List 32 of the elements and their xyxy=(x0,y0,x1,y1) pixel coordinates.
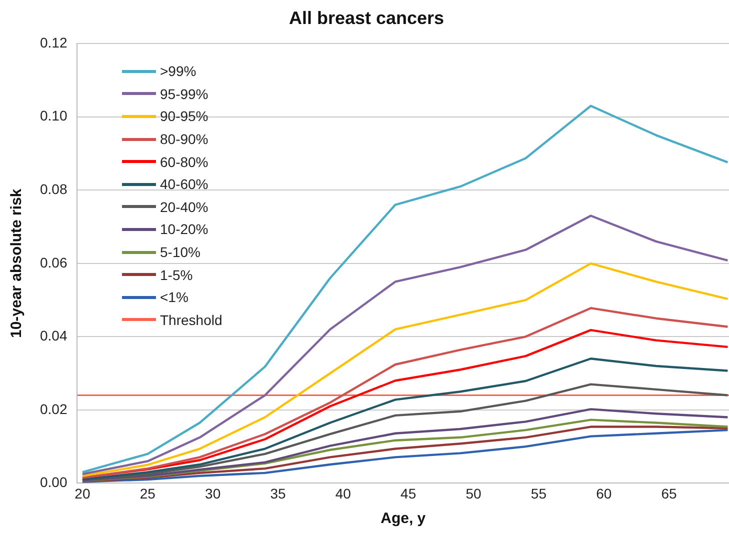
y-tick-label: 0.10 xyxy=(40,108,68,124)
x-axis-title: Age, y xyxy=(380,510,426,528)
legend-label: 1-5% xyxy=(160,266,193,283)
x-tick-label: 30 xyxy=(205,485,221,502)
x-tick-label: 20 xyxy=(74,485,90,502)
y-tick-label: 0.12 xyxy=(40,34,68,50)
legend-label: <1% xyxy=(160,289,188,306)
legend-label: 10-20% xyxy=(160,221,208,238)
x-tick-label: 45 xyxy=(400,485,416,502)
y-tick-label: 0.00 xyxy=(40,474,68,490)
legend-label: Threshold xyxy=(160,312,222,328)
x-tick-label: 60 xyxy=(596,485,612,502)
legend-label: 80-90% xyxy=(160,131,208,148)
y-tick-label: 0.04 xyxy=(40,328,68,344)
x-tick-label: 65 xyxy=(661,485,678,502)
chart-title: All breast cancers xyxy=(288,8,444,28)
x-tick-label: 35 xyxy=(270,485,286,502)
y-axis-title: 10-year absolute risk xyxy=(8,188,26,338)
legend-label: 20-40% xyxy=(160,198,208,215)
x-tick-label: 40 xyxy=(335,485,352,502)
legend-label: >99% xyxy=(160,63,196,80)
y-tick-label: 0.02 xyxy=(40,400,68,417)
y-tick-label: 0.08 xyxy=(40,180,68,197)
legend-label: 90-95% xyxy=(160,108,208,124)
legend-label: 40-60% xyxy=(160,176,208,192)
legend-label: 95-99% xyxy=(160,86,208,102)
x-tick-label: 50 xyxy=(466,485,482,502)
x-tick-label: 55 xyxy=(530,485,547,502)
y-tick-label: 0.06 xyxy=(40,254,68,270)
legend-label: 5-10% xyxy=(160,244,200,260)
legend-label: 60-80% xyxy=(160,154,208,170)
x-tick-label: 25 xyxy=(140,485,156,502)
